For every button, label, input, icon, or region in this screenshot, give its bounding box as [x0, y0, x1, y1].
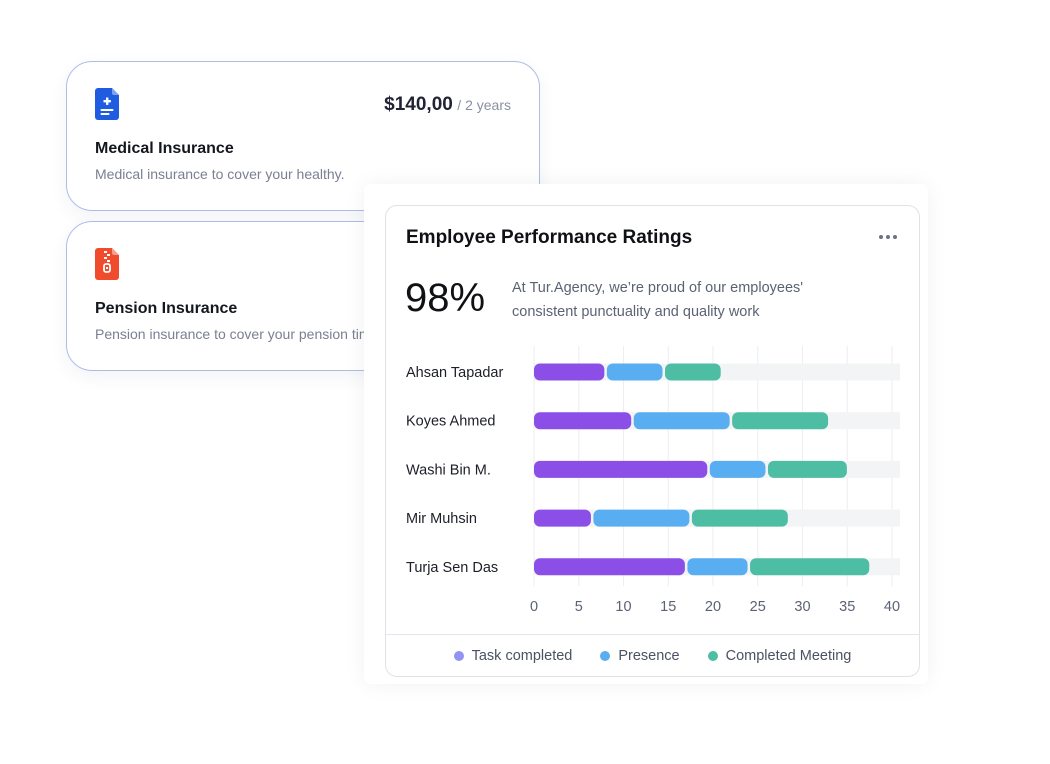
x-tick-label: 35 — [839, 599, 855, 615]
category-label: Turja Sen Das — [406, 560, 498, 576]
bar-segment-completed-meeting[interactable] — [665, 363, 721, 381]
bar-segment-presence[interactable] — [687, 558, 748, 576]
more-horizontal-icon[interactable] — [877, 230, 899, 244]
zip-document-icon — [95, 248, 119, 280]
category-label: Ahsan Tapadar — [406, 365, 503, 381]
legend-item-completed-meeting: Completed Meeting — [707, 647, 852, 664]
x-tick-label: 5 — [575, 599, 583, 615]
bar-segment-task-completed[interactable] — [534, 460, 708, 478]
bar-segment-presence[interactable] — [593, 509, 690, 527]
price-amount: $140,00 — [384, 94, 453, 115]
legend-item-task-completed: Task completed — [453, 647, 573, 664]
bar-segment-presence[interactable] — [633, 412, 730, 430]
price-period: / 2 years — [457, 97, 511, 113]
employee-performance-card: Employee Performance Ratings 98% At Tur.… — [385, 205, 920, 677]
legend-label: Task completed — [471, 647, 573, 664]
x-tick-label: 30 — [794, 599, 810, 615]
bar-segment-completed-meeting[interactable] — [750, 558, 870, 576]
legend-dot-task-completed — [453, 650, 464, 661]
bar-segment-task-completed[interactable] — [534, 509, 591, 527]
category-label: Mir Muhsin — [406, 511, 477, 527]
category-label: Washi Bin M. — [406, 462, 491, 478]
bar-segment-task-completed[interactable] — [534, 363, 605, 381]
x-tick-label: 40 — [884, 599, 900, 615]
legend-dot-presence — [600, 650, 611, 661]
insurance-description: Medical insurance to cover your healthy. — [95, 166, 345, 182]
performance-percentage: 98% — [405, 276, 486, 320]
x-tick-label: 25 — [750, 599, 766, 615]
medical-insurance-price: $140,00 / 2 years — [384, 94, 511, 116]
bar-segment-completed-meeting[interactable] — [767, 460, 847, 478]
bar-segment-completed-meeting[interactable] — [691, 509, 788, 527]
medical-insurance-card[interactable]: $140,00 / 2 years Medical Insurance Medi… — [66, 61, 540, 211]
bar-segment-task-completed[interactable] — [534, 558, 685, 576]
x-tick-label: 15 — [660, 599, 676, 615]
bar-segment-presence[interactable] — [606, 363, 663, 381]
insurance-title: Pension Insurance — [95, 300, 238, 317]
legend-dot-completed-meeting — [707, 650, 718, 661]
x-tick-label: 20 — [705, 599, 721, 615]
performance-description: At Tur.Agency, we’re proud of our employ… — [512, 280, 804, 320]
chart-legend: Task completed Presence Completed Meetin… — [386, 634, 919, 676]
performance-bar-chart: Ahsan Tapadar Koyes Ahmed Washi Bin M. Mir … — [406, 346, 900, 615]
legend-label: Completed Meeting — [725, 647, 852, 664]
medical-document-icon — [95, 88, 119, 120]
legend-item-presence: Presence — [600, 647, 680, 664]
category-label: Koyes Ahmed — [406, 414, 495, 430]
x-tick-label: 10 — [615, 599, 631, 615]
insurance-description: Pension insurance to cover your pension … — [95, 326, 379, 342]
insurance-title: Medical Insurance — [95, 140, 234, 157]
performance-title: Employee Performance Ratings — [406, 227, 693, 248]
bar-segment-task-completed[interactable] — [534, 412, 632, 430]
bar-segment-completed-meeting[interactable] — [732, 412, 829, 430]
x-tick-label: 0 — [530, 599, 538, 615]
bar-segment-presence[interactable] — [709, 460, 766, 478]
legend-label: Presence — [618, 647, 680, 664]
